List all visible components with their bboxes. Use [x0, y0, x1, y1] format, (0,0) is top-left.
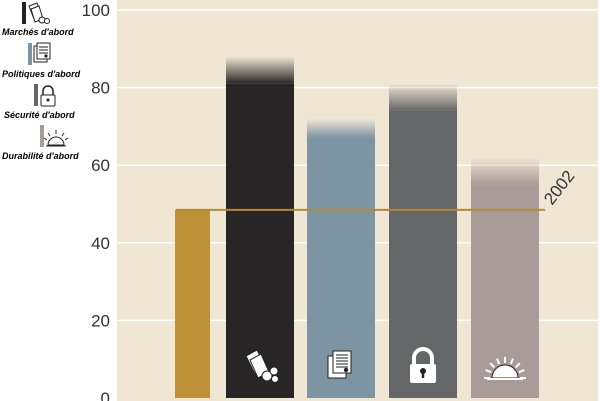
legend-item-politiques: Politiques d'abord [2, 42, 81, 79]
legend-documents-icon [28, 42, 51, 65]
bar-fade-2 [307, 118, 375, 139]
legend-padlock-icon [34, 84, 56, 107]
bar-0 [175, 209, 210, 398]
y-tick-label-100: 100 [82, 1, 110, 20]
bar-fade-1 [226, 56, 294, 84]
y-tick-label-0: 0 [101, 389, 110, 401]
bar-fade-4 [471, 157, 539, 185]
y-tick-label-80: 80 [91, 79, 110, 98]
documents-icon [327, 350, 352, 379]
legend-stacked-sheets-icon [22, 2, 50, 24]
padlock-icon [410, 347, 436, 383]
stacked-sheets-icon [245, 349, 279, 383]
legend-item-marches: Marchés d'abord [2, 2, 74, 37]
y-tick-label-60: 60 [91, 156, 110, 175]
legend-item-securite: Sécurité d'abord [4, 84, 75, 120]
y-tick-label-20: 20 [91, 311, 110, 330]
legend-label-durabilite: Durabilité d'abord [2, 151, 79, 161]
legend-label-marches: Marchés d'abord [2, 27, 74, 37]
legend-rising-sun-icon [40, 125, 69, 147]
legend-item-durabilite: Durabilité d'abord [2, 125, 79, 161]
rising-sun-icon [484, 357, 526, 380]
bar-3 [389, 110, 457, 398]
bar-fade-3 [389, 83, 457, 111]
bar-1 [226, 83, 294, 398]
legend-label-securite: Sécurité d'abord [4, 110, 75, 120]
legend-label-politiques: Politiques d'abord [2, 69, 81, 79]
y-tick-label-40: 40 [91, 234, 110, 253]
